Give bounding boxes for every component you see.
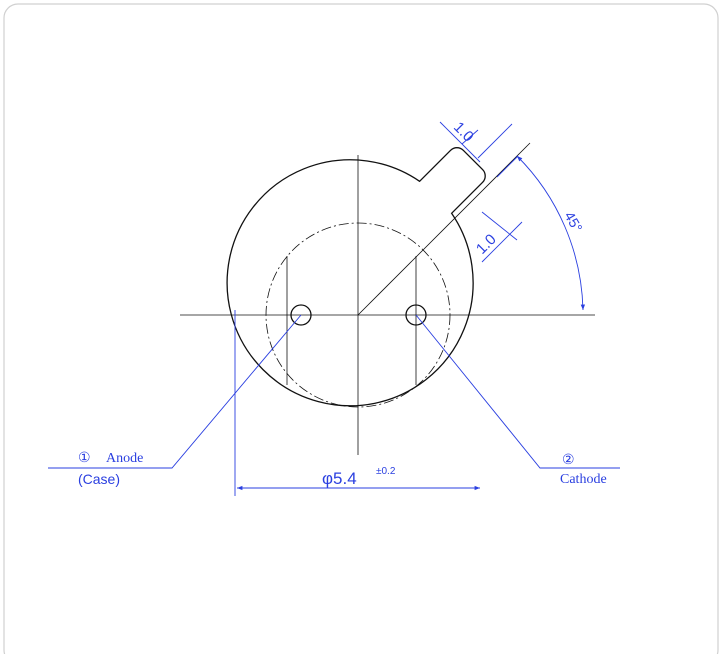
pin-number: ② [562,453,575,468]
dimension-lines [234,121,586,496]
pin-number: ① [78,451,91,466]
pin-label: Cathode [560,472,607,487]
pin-sublabel: (Case) [78,471,120,487]
dim-tolerance: ±0.2 [376,466,396,477]
frame [3,3,719,654]
leaders [48,314,620,469]
dim-diameter: φ5.4 [322,469,357,488]
pin-label: Anode [106,451,143,466]
center-lines [180,142,595,455]
